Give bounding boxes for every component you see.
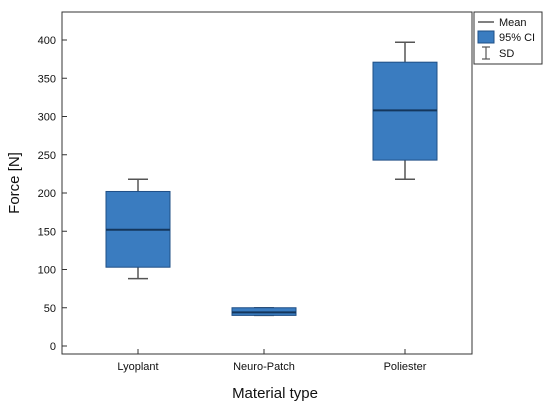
- y-axis-label: Force [N]: [6, 152, 23, 214]
- y-tick-label: 150: [38, 226, 56, 238]
- y-tick-label: 100: [38, 265, 56, 277]
- y-tick-label: 0: [50, 341, 56, 353]
- y-tick-label: 350: [38, 73, 56, 85]
- x-axis-label: Material type: [232, 385, 318, 402]
- y-tick-label: 400: [38, 35, 56, 47]
- legend-label: SD: [499, 48, 514, 60]
- legend-label: Mean: [499, 17, 527, 29]
- legend-sd-symbol: [482, 46, 490, 60]
- plot-frame: [61, 11, 473, 355]
- y-axis: 0 50 100 150 200 250 300 350 400: [38, 35, 67, 353]
- x-tick-label: Lyoplant: [117, 361, 158, 373]
- box-poliester: [372, 41, 438, 180]
- x-axis: Lyoplant Neuro-Patch Poliester: [117, 349, 427, 373]
- box-neuro-patch: [231, 307, 297, 317]
- y-tick-label: 200: [38, 188, 56, 200]
- legend-label: 95% CI: [499, 32, 535, 44]
- x-tick-label: Poliester: [384, 361, 427, 373]
- box-lyoplant: [105, 178, 171, 280]
- boxes-layer: [105, 41, 438, 317]
- legend-ci-symbol: [477, 30, 495, 44]
- y-tick-label: 50: [44, 303, 56, 315]
- y-tick-label: 250: [38, 150, 56, 162]
- x-tick-label: Neuro-Patch: [233, 361, 295, 373]
- y-tick-label: 300: [38, 112, 56, 124]
- legend: Mean 95% CI SD: [473, 11, 543, 65]
